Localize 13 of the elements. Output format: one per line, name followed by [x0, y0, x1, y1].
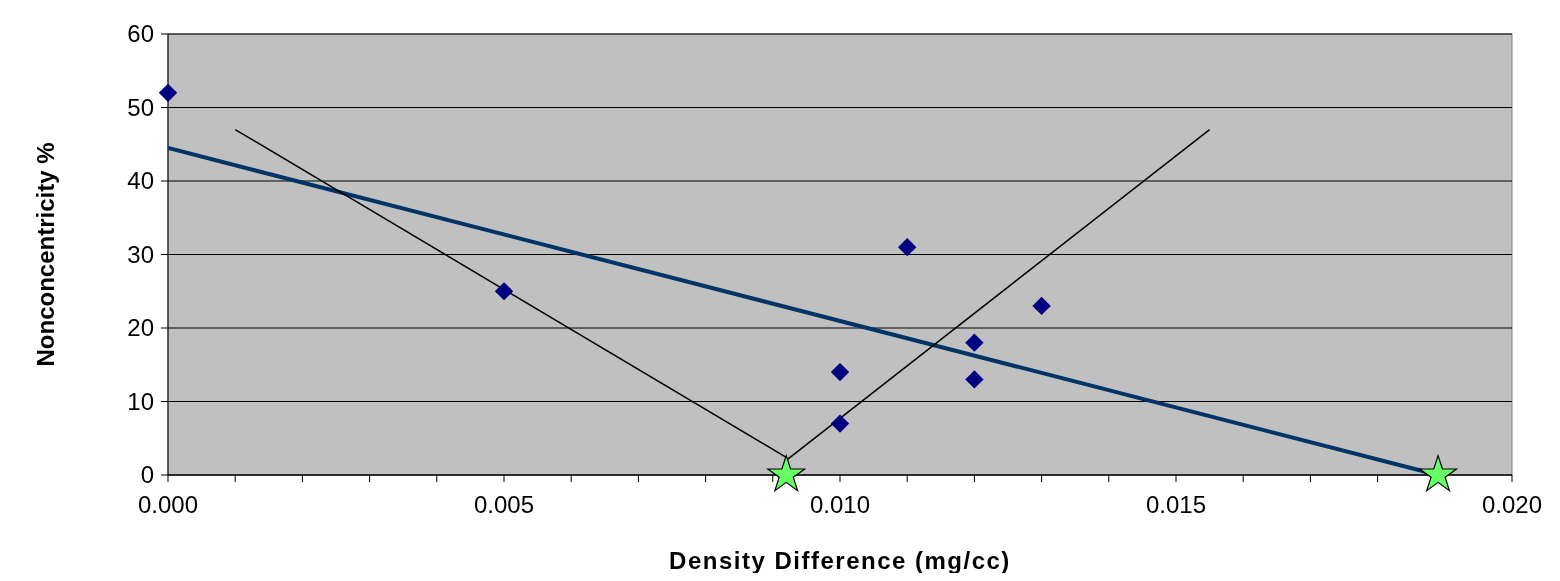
- x-tick-label: 0.000: [137, 491, 199, 518]
- x-tick-label: 0.010: [809, 491, 871, 518]
- y-tick-label: 20: [127, 314, 154, 342]
- y-tick-label: 10: [127, 387, 154, 415]
- y-tick-label: 30: [127, 240, 154, 268]
- x-tick-label: 0.005: [473, 491, 535, 518]
- y-tick-label: 0: [140, 461, 154, 489]
- x-tick-label: 0.020: [1481, 491, 1543, 518]
- y-tick-label: 40: [127, 167, 154, 195]
- y-tick-label: 50: [127, 93, 154, 121]
- x-tick-label: 0.015: [1145, 491, 1207, 518]
- y-tick-label: 60: [127, 20, 154, 48]
- y-axis-title: Nonconcentricity %: [32, 142, 59, 367]
